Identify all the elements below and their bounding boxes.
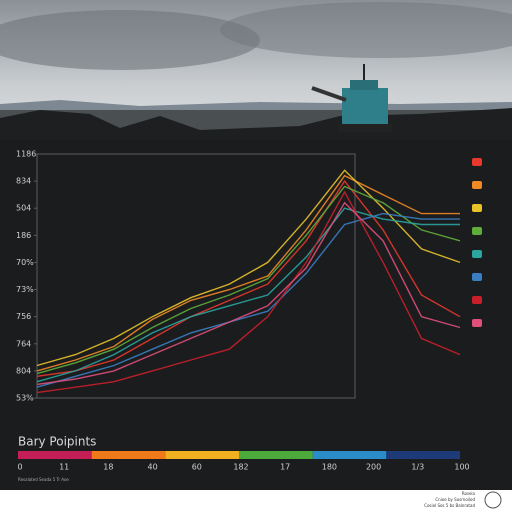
logo bbox=[484, 491, 502, 509]
y-tick-label: 764 bbox=[16, 339, 31, 348]
series-line bbox=[36, 174, 460, 372]
credit: Cnioe by Sosrnoilod bbox=[435, 497, 475, 502]
series-icon bbox=[472, 273, 482, 281]
y-tick-label: 834 bbox=[16, 177, 31, 186]
colorbar-label: 180 bbox=[322, 463, 337, 472]
series-line bbox=[36, 201, 461, 386]
series-icons bbox=[472, 158, 482, 327]
colorbar-segment bbox=[239, 451, 313, 459]
plot-frame bbox=[36, 153, 356, 399]
colorbar-label: 182 bbox=[233, 463, 248, 472]
series-icon bbox=[472, 181, 482, 189]
credit: Cosiol Sos 5 bs Balnratad bbox=[424, 503, 475, 508]
series-line bbox=[36, 190, 461, 394]
colorbar-segment bbox=[386, 451, 460, 459]
footer bbox=[0, 490, 512, 512]
y-tick-label: 504 bbox=[16, 204, 31, 213]
y-tick-label: 70% bbox=[16, 258, 34, 267]
colorbar-segment bbox=[312, 451, 387, 459]
colorbar-label: 18 bbox=[103, 463, 113, 472]
colorbar-label: 11 bbox=[59, 463, 69, 472]
colorbar-label: 1/3 bbox=[411, 463, 424, 472]
footnote: Resalated Seada 5 Tr Aoe bbox=[18, 477, 69, 482]
colorbar-segment bbox=[165, 451, 239, 459]
series-icon bbox=[472, 204, 482, 212]
y-tick-label: 756 bbox=[16, 312, 31, 321]
colorbar-label: 200 bbox=[366, 463, 381, 472]
series-icon bbox=[472, 250, 482, 258]
series-line bbox=[36, 207, 460, 383]
y-tick-label: 804 bbox=[16, 366, 31, 375]
y-tick-label: 1186 bbox=[16, 150, 36, 159]
chart-title: Bary Poipints bbox=[18, 435, 96, 449]
series-line bbox=[36, 185, 461, 375]
series-icon bbox=[472, 227, 482, 235]
colorbar-label: 0 bbox=[17, 463, 22, 472]
colorbar-segment bbox=[18, 451, 92, 459]
colorbar-label: 40 bbox=[148, 463, 158, 472]
credit: Roseia bbox=[462, 491, 476, 496]
y-tick-label: 73% bbox=[16, 285, 34, 294]
y-tick-label: 186 bbox=[16, 231, 31, 240]
colorbar-label: 17 bbox=[280, 463, 290, 472]
series-icon bbox=[472, 296, 482, 304]
series-line bbox=[36, 212, 460, 388]
mining-machine bbox=[311, 64, 392, 132]
colorbar-segment bbox=[91, 451, 166, 459]
colorbar-label: 60 bbox=[192, 463, 202, 472]
series-icon bbox=[472, 158, 482, 166]
y-tick-label: 53% bbox=[16, 394, 34, 403]
series-line bbox=[36, 179, 461, 377]
colorbar-label: 100 bbox=[454, 463, 469, 472]
photo-header bbox=[0, 0, 512, 140]
series-icon bbox=[472, 319, 482, 327]
